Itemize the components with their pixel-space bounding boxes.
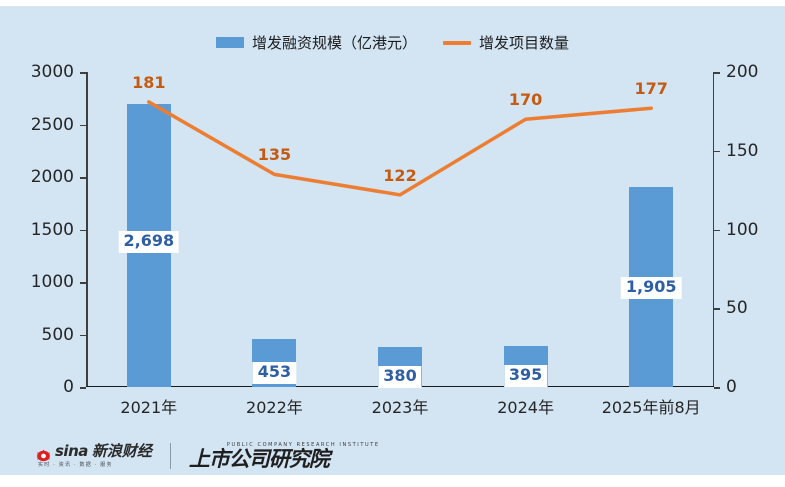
right-axis-tick — [714, 72, 720, 74]
left-axis-tick — [80, 177, 86, 179]
sina-eye-icon — [36, 447, 51, 462]
top-white-strip — [0, 0, 785, 6]
line-value-label: 170 — [508, 90, 543, 110]
institute-chinese-name: 上市公司研究院 — [188, 447, 330, 471]
left-axis-tick — [80, 282, 86, 284]
left-axis-tick-label: 1000 — [30, 272, 74, 292]
left-axis-tick-label: 500 — [41, 324, 74, 345]
legend-label-line-series: 增发项目数量 — [479, 34, 570, 52]
left-axis-tick-label: 2000 — [30, 167, 74, 187]
legend-label-bar-series: 增发融资规模（亿港元） — [251, 34, 417, 52]
left-axis-tick — [80, 72, 86, 74]
right-axis-tick — [714, 387, 720, 389]
left-axis-tick — [80, 387, 86, 389]
left-axis-line — [86, 72, 88, 387]
x-axis-category-label: 2025年前8月 — [601, 398, 701, 417]
bar-value-label: 395 — [503, 365, 548, 388]
right-axis-tick-label: 150 — [726, 140, 759, 161]
right-axis-tick — [714, 229, 720, 231]
line-value-label: 135 — [257, 145, 292, 165]
right-axis-tick — [714, 308, 720, 310]
right-axis-tick-label: 100 — [726, 219, 759, 240]
bar-value-label: 2,698 — [118, 231, 180, 253]
left-axis-tick-label: 2500 — [30, 114, 74, 135]
line-value-label: 177 — [634, 79, 668, 99]
left-axis-tick — [80, 334, 86, 336]
institute-english-name: PUBLIC COMPANY RESEARCH INSTITUTE — [226, 442, 380, 448]
right-axis-tick-label: 50 — [726, 298, 748, 319]
plot-area: 0 500 1000 1500 2000 2500 3000 0 50 100 150 200 2,… — [31, 62, 759, 397]
bar-value-label: 1,905 — [620, 276, 682, 299]
left-axis-tick-label: 1500 — [30, 219, 74, 240]
right-axis-tick — [714, 150, 720, 153]
bar-value-label: 453 — [252, 362, 297, 385]
chart-legend: 增发融资规模（亿港元） 增发项目数量 — [0, 32, 785, 53]
right-axis-tick-label: 200 — [726, 62, 759, 82]
sina-chinese-name: 新浪财经 — [91, 442, 152, 460]
left-axis-tick — [80, 229, 86, 231]
sina-logo: sina 新浪财经 实时 · 资讯 · 数据 · 服务 — [36, 444, 152, 468]
x-axis-category-label: 2021年 — [120, 398, 178, 417]
x-axis-category-label: 2023年 — [371, 398, 429, 417]
branding-footer: sina 新浪财经 实时 · 资讯 · 数据 · 服务 PUBLIC COMPA… — [36, 437, 380, 475]
left-axis-tick — [80, 124, 86, 126]
left-axis-tick-label: 3000 — [30, 62, 74, 82]
legend-item-line-series[interactable]: 增发项目数量 — [443, 32, 569, 53]
line-value-label: 122 — [383, 165, 417, 185]
x-axis-labels: 2021年 2022年 2023年 2024年 2025年前8月 — [86, 394, 714, 420]
x-axis-category-label: 2022年 — [246, 398, 303, 417]
sina-logo-row: sina 新浪财经 — [36, 442, 152, 462]
line-series-path — [147, 100, 653, 197]
legend-bar-swatch-icon — [215, 37, 244, 48]
legend-item-bar-series[interactable]: 增发融资规模（亿港元） — [215, 32, 417, 53]
bottom-white-strip — [0, 475, 785, 487]
right-axis-tick-label: 0 — [726, 377, 737, 397]
sina-wordmark: sina — [55, 442, 88, 460]
left-axis-tick-label: 0 — [63, 377, 74, 397]
bar-value-label: 380 — [378, 366, 422, 389]
institute-logo: PUBLIC COMPANY RESEARCH INSTITUTE 上市公司研究… — [189, 442, 380, 470]
right-axis-line — [712, 72, 714, 387]
branding-divider — [169, 443, 171, 469]
x-axis-category-label: 2024年 — [497, 398, 554, 417]
line-series-svg — [147, 100, 653, 197]
legend-line-swatch-icon — [443, 40, 471, 45]
sina-tagline: 实时 · 资讯 · 数据 · 服务 — [38, 462, 113, 468]
line-value-label: 181 — [132, 72, 166, 92]
